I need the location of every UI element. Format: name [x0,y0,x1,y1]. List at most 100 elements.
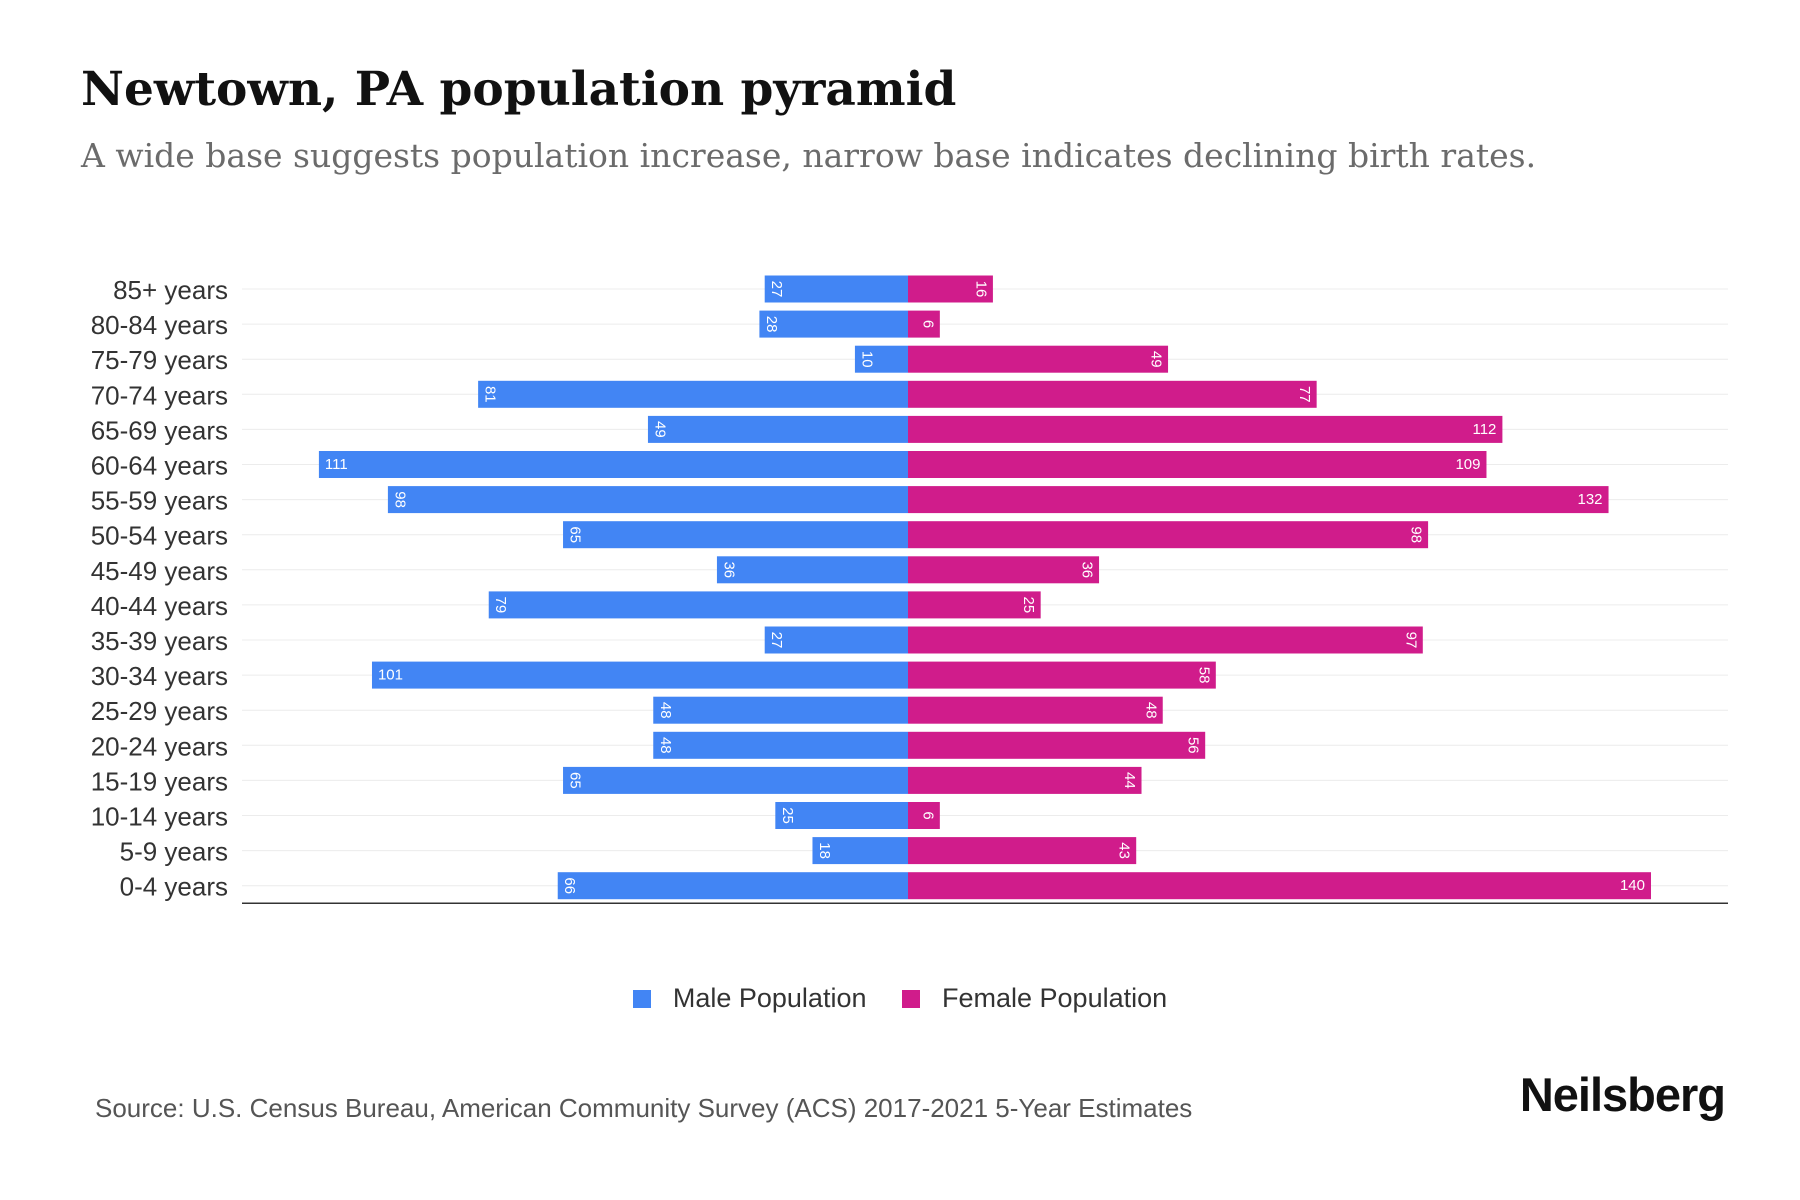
age-group-label: 60-64 years [91,451,228,481]
male-bar [318,451,909,478]
age-group-label: 85+ years [113,275,228,305]
female-bar [908,275,993,303]
chart-title: Newtown, PA population pyramid [81,62,957,117]
male-value-label: 10 [858,351,875,368]
male-bar [478,380,908,408]
age-group-label: 5-9 years [120,837,228,867]
female-bar [908,696,1163,724]
female-bar [908,451,1487,478]
female-value-label: 98 [1408,526,1425,543]
male-value-label: 65 [567,526,584,543]
age-group-label: 50-54 years [91,521,228,551]
age-group-label: 10-14 years [91,802,228,832]
female-value-label: 97 [1402,632,1419,649]
age-group-label: 0-4 years [120,872,228,902]
male-value-label: 81 [482,386,499,403]
legend-item-male[interactable]: Male Population [632,983,867,1014]
age-group-label: 70-74 years [91,380,228,410]
age-group-label: 55-59 years [91,486,228,516]
male-value-label: 18 [816,842,833,859]
male-value-label: 48 [657,737,674,754]
male-value-label: 36 [720,561,737,578]
male-value-label: 25 [779,807,796,824]
female-value-label: 6 [919,811,936,819]
male-value-label: 79 [492,597,509,614]
chart-legend: Male Population Female Population [0,983,1800,1015]
male-bar [557,872,908,900]
male-bar [371,661,908,689]
female-value-label: 132 [1578,491,1603,508]
age-group-label: 35-39 years [91,626,228,656]
female-bar [908,591,1041,619]
female-value-label: 58 [1195,667,1212,684]
male-value-label: 48 [657,702,674,719]
male-value-label: 28 [763,316,780,333]
male-bar [563,766,908,794]
male-bar [653,731,908,759]
age-group-label: 65-69 years [91,415,228,445]
age-group-label: 40-44 years [91,591,228,621]
male-value-label: 111 [325,456,348,473]
female-value-label: 48 [1142,702,1159,719]
female-value-label: 44 [1121,772,1138,789]
age-group-label: 75-79 years [91,345,228,375]
male-value-label: 101 [378,667,403,684]
male-value-label: 98 [391,491,408,508]
female-bar [908,626,1423,654]
male-bar [775,802,908,829]
legend-label-male: Male Population [672,983,867,1013]
age-group-label: 45-49 years [91,556,228,586]
female-value-label: 49 [1148,351,1165,368]
female-bar [908,802,940,829]
legend-label-female: Female Population [942,983,1168,1013]
male-value-label: 27 [768,632,785,649]
male-value-label: 66 [561,877,578,894]
female-value-label: 109 [1455,456,1480,473]
male-bar [854,345,908,373]
male-bar [563,521,908,549]
female-value-label: 56 [1185,737,1202,754]
female-value-label: 43 [1116,842,1133,859]
male-bar [764,626,908,654]
female-bar [908,486,1609,514]
female-bar [908,310,940,338]
female-value-label: 140 [1620,877,1645,894]
brand-logo: Neilsberg [1519,1068,1726,1121]
male-bar [759,310,908,338]
male-bar [716,556,908,584]
female-value-label: 77 [1296,386,1313,403]
female-bar [908,661,1216,689]
female-bar [908,731,1206,759]
chart-subtitle: A wide base suggests population increase… [81,136,1537,175]
source-note: Source: U.S. Census Bureau, American Com… [95,1093,1193,1123]
age-group-label: 15-19 years [91,766,228,796]
age-group-label: 30-34 years [91,661,228,691]
male-bar [812,837,908,865]
age-group-label: 25-29 years [91,696,228,726]
male-value-label: 49 [651,421,668,438]
female-bar [908,837,1137,865]
female-bar [908,556,1100,584]
female-bar [908,380,1317,408]
male-value-label: 27 [768,281,785,298]
female-bar [908,345,1169,373]
male-bar [764,275,908,303]
male-bar [647,415,908,443]
female-value-label: 16 [972,281,989,298]
female-value-label: 25 [1020,597,1037,614]
female-value-label: 36 [1079,561,1096,578]
male-value-label: 65 [567,772,584,789]
female-bar [908,521,1429,549]
legend-item-female[interactable]: Female Population [902,983,1167,1014]
male-bar [488,591,908,619]
female-bar [908,766,1142,794]
female-value-label: 112 [1472,421,1496,438]
legend-swatch-male [632,989,651,1008]
male-bar [387,486,908,514]
legend-swatch-female [902,989,920,1008]
age-group-label: 20-24 years [91,731,228,761]
male-bar [653,696,908,724]
female-bar [908,415,1503,443]
female-value-label: 6 [919,320,936,328]
